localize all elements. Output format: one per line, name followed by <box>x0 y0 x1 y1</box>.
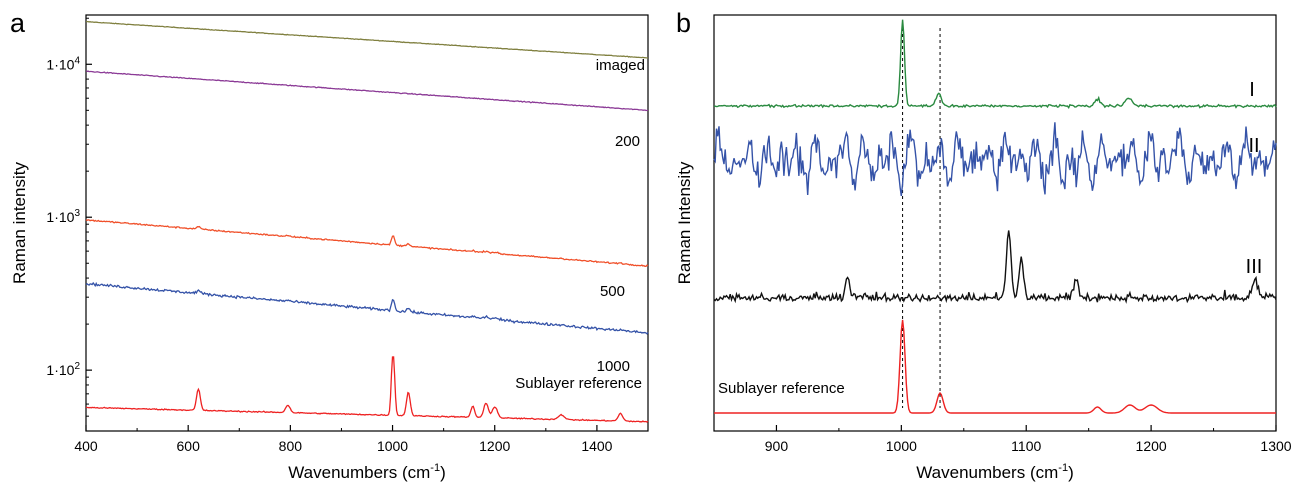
x-tick-label: 600 <box>177 438 201 454</box>
series-label: II <box>1248 135 1259 157</box>
series-line <box>714 319 1276 414</box>
panel-b-y-axis-label: Raman Intensity <box>675 161 694 284</box>
series-line <box>85 219 649 267</box>
panel-a-y-ticks: 1·102 1·103 1·104 <box>46 17 92 432</box>
x-tick-label: 800 <box>279 438 303 454</box>
y-tick-label: 1·102 <box>46 361 80 378</box>
series-label: Sublayer reference <box>515 375 642 392</box>
x-tick-label: 1200 <box>1136 438 1167 454</box>
x-tick-label: 1000 <box>886 438 917 454</box>
series-label: 1000 <box>597 358 630 375</box>
panel-b-reference-lines <box>902 28 941 408</box>
panel-a-x-axis-label: Wavenumbers (cm-1) <box>288 462 445 482</box>
x-tick-label: 1000 <box>377 438 408 454</box>
y-tick-label: 1·103 <box>46 208 80 225</box>
series-label: imaged <box>596 57 645 74</box>
panel-a-x-ticks: 400 600 800 1000 1200 1400 <box>74 425 613 454</box>
series-line <box>85 356 649 423</box>
series-label: 200 <box>615 133 640 150</box>
series-label: III <box>1246 256 1263 278</box>
x-tick-label: 400 <box>74 438 98 454</box>
series-line <box>713 230 1277 304</box>
y-tick-label: 1·104 <box>46 55 80 72</box>
x-tick-label: 1400 <box>581 438 612 454</box>
series-label: Sublayer reference <box>718 380 845 397</box>
x-tick-label: 1100 <box>1011 438 1041 454</box>
panel-a-frame <box>85 14 649 432</box>
panel-b-letter: b <box>676 8 691 38</box>
series-line <box>85 281 649 335</box>
panel-a: a 400 600 800 1000 1200 1400 1·1021·1031·104 … <box>10 8 649 482</box>
panel-b-x-ticks: 900 1000 1100 1200 1300 <box>713 425 1291 454</box>
panel-a-letter: a <box>10 8 26 38</box>
series-label: 500 <box>600 283 625 300</box>
x-tick-label: 1300 <box>1260 438 1291 454</box>
series-line <box>713 122 1277 196</box>
panel-a-curves <box>85 20 649 423</box>
panel-b-curves <box>713 19 1277 414</box>
x-tick-label: 900 <box>765 438 789 454</box>
panel-b-frame <box>713 14 1277 432</box>
panel-b-x-axis-label: Wavenumbers (cm-1) <box>916 462 1073 482</box>
series-label: I <box>1249 79 1255 101</box>
panel-a-y-axis-label: Raman intensity <box>10 162 29 284</box>
series-line <box>85 20 649 59</box>
series-line <box>86 70 649 112</box>
x-tick-label: 1200 <box>479 438 510 454</box>
series-line <box>713 19 1277 109</box>
